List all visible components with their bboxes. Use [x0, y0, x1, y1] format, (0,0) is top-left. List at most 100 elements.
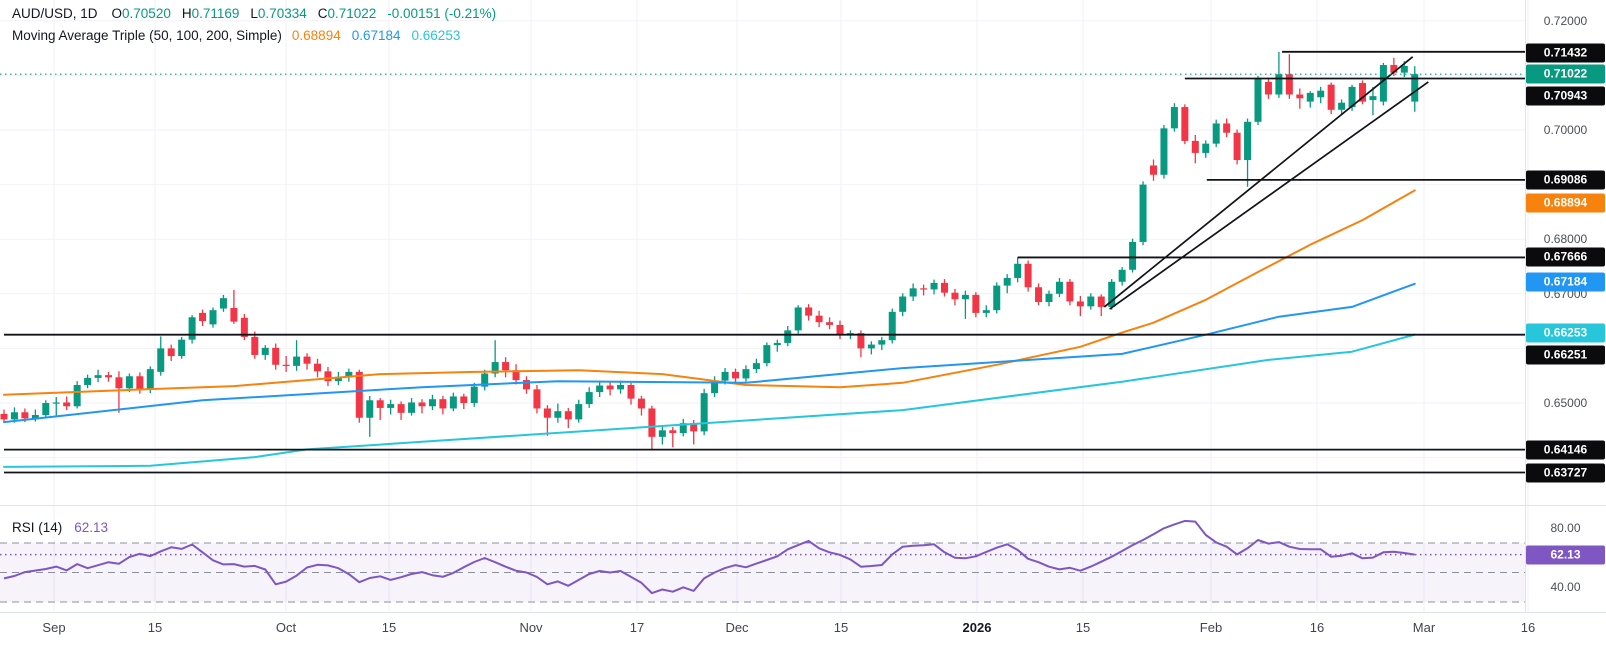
price-axis-badge[interactable]: 0.71022 [1526, 64, 1605, 84]
candle-body [1369, 96, 1377, 100]
candle-body [31, 415, 39, 419]
candle-body [961, 294, 969, 300]
candle-body [1244, 121, 1252, 161]
candle-body [627, 384, 635, 399]
candle-body [460, 396, 468, 403]
candle-body [711, 380, 719, 394]
rsi-tick-label: 80.00 [1550, 521, 1581, 536]
candle-body [512, 370, 520, 381]
candle-body [366, 400, 374, 418]
time-tick-label: Dec [725, 620, 749, 635]
candle-body [42, 403, 50, 416]
candle-body [355, 371, 363, 418]
candle-body [282, 364, 290, 366]
price-axis-badge[interactable]: 0.71432 [1526, 43, 1605, 63]
price-axis-badge[interactable]: 0.64146 [1526, 440, 1605, 460]
candle-body [439, 399, 447, 409]
candles [0, 51, 1419, 450]
candle-body [596, 385, 604, 393]
candle-body [1003, 277, 1011, 286]
candle-body [157, 348, 165, 372]
candle-body [533, 389, 541, 409]
ma100-line[interactable] [3, 282, 1416, 424]
price-axis-badge[interactable]: 0.67666 [1526, 247, 1605, 267]
candle-body [261, 347, 269, 355]
candle-body [1076, 301, 1084, 307]
candle-body [742, 369, 750, 379]
time-tick-label: Mar [1412, 620, 1436, 635]
candle-body [1024, 263, 1032, 288]
candle-body [73, 384, 81, 407]
candle-body [617, 384, 625, 390]
time-tick-label: 15 [833, 620, 849, 635]
price-axis-badge[interactable]: 0.69086 [1526, 170, 1605, 190]
ma-indicator-legend[interactable]: Moving Average Triple (50, 100, 200, Sim… [12, 28, 471, 43]
candle-body [481, 373, 489, 387]
candle-body [1233, 132, 1241, 161]
candle-body [523, 380, 530, 390]
rsi-line[interactable] [3, 519, 1415, 595]
candle-body [502, 362, 510, 371]
candle-body [397, 404, 405, 413]
candle-body [554, 411, 562, 418]
candle-body [1181, 107, 1189, 141]
candle-body [1411, 74, 1419, 102]
price-axis-badge[interactable]: 0.68894 [1526, 193, 1605, 213]
level-lines[interactable] [4, 50, 1525, 474]
candle-body [52, 402, 60, 404]
candle-body [1087, 296, 1095, 307]
candle-body [1118, 269, 1126, 282]
candle-body [408, 402, 416, 413]
candle-body [1285, 74, 1293, 95]
candle-body [1275, 74, 1283, 95]
candle-body [836, 324, 844, 335]
candle-body [376, 400, 384, 408]
candle-body [209, 310, 217, 325]
time-tick-label: 17 [629, 620, 645, 635]
price-axis-badge[interactable]: 0.66253 [1526, 323, 1605, 343]
candle-body [700, 393, 708, 432]
price-axis-badge[interactable]: 0.70943 [1526, 86, 1605, 105]
candle-body [1097, 296, 1105, 307]
candle-body [199, 312, 207, 322]
ma200-line[interactable] [3, 333, 1416, 468]
candle-body [679, 423, 687, 434]
candle-body [794, 307, 802, 331]
candle-body [1400, 65, 1408, 73]
candle-body [1296, 94, 1304, 99]
ma-value-100: 0.67184 [351, 28, 401, 43]
ma-value-200: 0.66253 [411, 28, 461, 43]
price-axis-badge[interactable]: 0.67184 [1526, 272, 1605, 292]
candle-body [1212, 123, 1220, 144]
grid-lines [0, 0, 1529, 613]
candle-body [941, 282, 948, 293]
ma-indicator-title: Moving Average Triple (50, 100, 200, Sim… [12, 28, 282, 43]
ohlc-c-value: C0.71022 [317, 6, 377, 21]
ma50-line[interactable] [3, 189, 1416, 396]
trendline [1109, 81, 1429, 310]
symbol-ohlc-legend[interactable]: AUD/USD, 1D O0.70520 H0.71169 L0.70334 C0.71… [12, 6, 496, 21]
candle-body [84, 377, 92, 385]
candle-body [1348, 86, 1356, 108]
candle-body [585, 392, 593, 405]
candle-body [543, 408, 551, 418]
candle-body [721, 371, 729, 381]
rsi-axis-badge[interactable]: 62.13 [1526, 545, 1605, 565]
trend-lines[interactable] [1103, 56, 1429, 310]
candle-body [564, 411, 572, 420]
candle-body [178, 339, 186, 357]
candle-body [993, 285, 1001, 311]
price-axis-badge[interactable]: 0.63727 [1526, 463, 1605, 482]
candle-body [606, 385, 614, 390]
candle-body [449, 396, 457, 409]
candle-body [899, 296, 907, 312]
rsi-indicator-legend[interactable]: RSI (14) 62.13 [12, 520, 108, 535]
trendline [1103, 56, 1414, 308]
candle-body [334, 376, 342, 382]
candle-body [1160, 128, 1168, 175]
candle-body [637, 398, 645, 409]
candle-body [909, 288, 917, 297]
price-axis-badge[interactable]: 0.66251 [1526, 345, 1605, 365]
candle-body [167, 348, 175, 357]
